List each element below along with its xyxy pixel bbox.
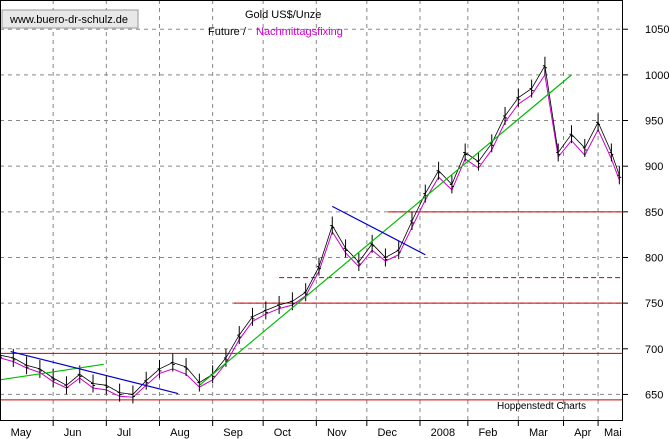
trend-line — [0, 363, 104, 381]
x-tick-label: Oct — [274, 427, 291, 439]
trend-lines — [0, 74, 572, 395]
y-tick-label: 750 — [645, 298, 663, 310]
trend-line — [198, 74, 572, 386]
trend-line — [10, 350, 179, 395]
x-tick-label: 2008 — [431, 427, 455, 439]
y-tick-label: 800 — [645, 252, 663, 264]
source-label[interactable]: www.buero-dr-schulz.de — [9, 14, 128, 26]
y-tick-label: 1050 — [645, 24, 669, 36]
x-tick-label: Mar — [529, 427, 548, 439]
x-tick-label: Mai — [604, 427, 622, 439]
x-tick-label: May — [11, 427, 32, 439]
x-tick-label: Dec — [377, 427, 397, 439]
series-line-future — [0, 64, 620, 395]
y-tick-label: 1000 — [645, 70, 669, 82]
footer-label: Hoppenstedt Charts — [497, 401, 586, 412]
y-axis: 650 700 750 800 850 900 950 1000 1050 — [622, 24, 669, 401]
x-tick-label: Jun — [64, 427, 82, 439]
x-tick-label: Sep — [223, 427, 243, 439]
y-tick-label: 950 — [645, 116, 663, 128]
x-tick-label: Feb — [478, 427, 497, 439]
chart-title: Gold US$/Unze — [245, 9, 321, 21]
y-tick-label: 700 — [645, 344, 663, 356]
y-tick-label: 900 — [645, 161, 663, 173]
trend-line — [331, 205, 426, 256]
x-tick-label: Aug — [170, 427, 190, 439]
x-tick-label: Nov — [327, 427, 347, 439]
source-box — [1, 9, 139, 29]
series-line-fixing — [0, 73, 620, 398]
y-tick-label: 650 — [645, 389, 663, 401]
plot-frame — [0, 0, 623, 421]
y-tick-label: 850 — [645, 207, 663, 219]
support-resistance-lines — [0, 211, 622, 401]
x-tick-label: Apr — [574, 427, 591, 439]
legend-future: Future / — [208, 26, 247, 38]
x-tick-label: Jul — [117, 427, 131, 439]
x-axis: May Jun Jul Aug Sep Oct Nov Dec 2008 Feb Mar Apr Mai — [11, 420, 622, 439]
legend-fixing: Nachmittagsfixing — [256, 26, 343, 38]
